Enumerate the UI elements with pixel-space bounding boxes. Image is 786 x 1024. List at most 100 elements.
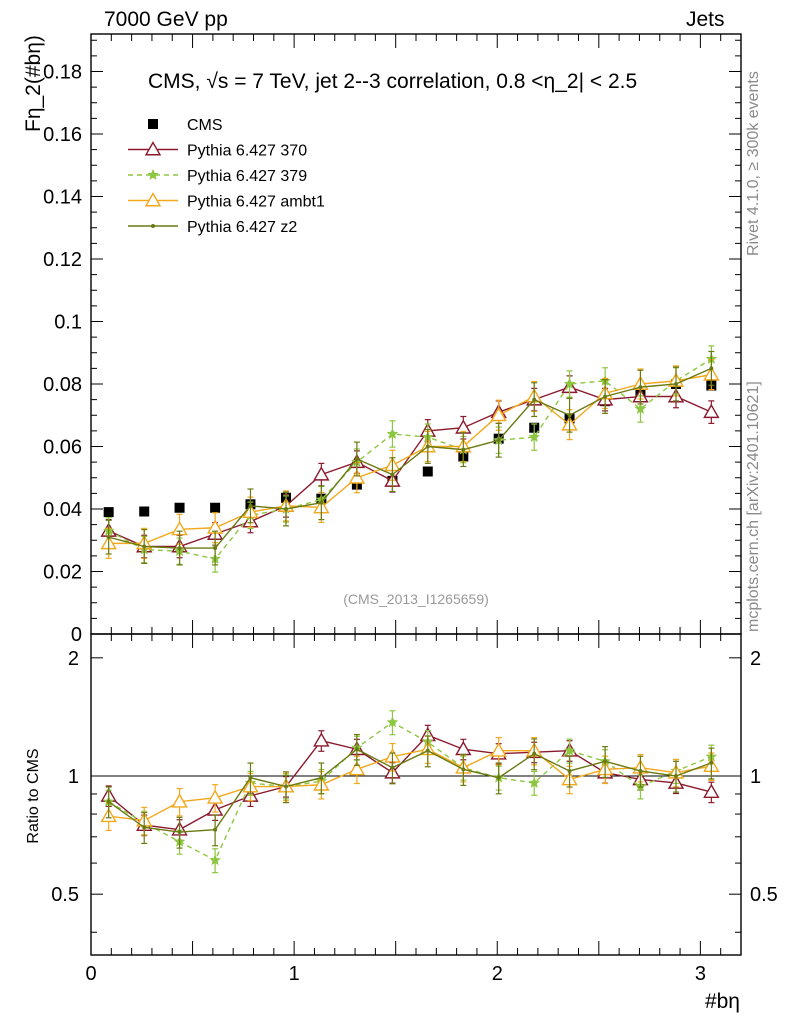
ratio-y-tick-label: 0.5: [51, 884, 79, 906]
ratio-axis-ticks: [90, 634, 742, 955]
legend-label-pythia-6-427-z2: Pythia 6.427 z2: [187, 219, 297, 236]
ratio-point-pythia-6-427-379: [563, 744, 576, 756]
ratio-point-pythia-6-427-379: [209, 854, 221, 866]
data-point-pythia-6-427-370: [703, 403, 720, 419]
data-point-pythia-6-427-z2: [390, 472, 395, 477]
data-point-pythia-6-427-z2: [425, 444, 430, 449]
data-point-pythia-6-427-z2: [354, 457, 359, 461]
ratio-y-tick-label-right: 1: [750, 766, 761, 788]
data-point-pythia-6-427-379: [563, 378, 576, 389]
data-point-cms: [103, 507, 114, 518]
data-point-pythia-6-427-z2: [213, 546, 218, 551]
ratio-point-pythia-6-427-z2: [106, 799, 111, 804]
x-axis-label: #bη: [705, 990, 740, 1013]
ratio-series-layer: [100, 710, 720, 874]
data-point-pythia-6-427-z2: [106, 535, 111, 540]
ratio-point-pythia-6-427-370: [703, 783, 720, 799]
main-y-tick-label: 0.14: [43, 187, 82, 209]
data-point-pythia-6-427-379: [386, 428, 399, 439]
data-point-pythia-6-427-z2: [142, 544, 147, 549]
main-y-tick-label: 0.1: [54, 312, 82, 334]
legend-marker-pythia-6-427-370: [144, 141, 162, 156]
ratio-point-pythia-6-427-z2: [284, 784, 288, 789]
ratio-y-tick-label-right: 2: [750, 648, 761, 670]
x-tick-label: 0: [85, 963, 96, 985]
data-point-pythia-6-427-379: [528, 431, 540, 442]
data-point-pythia-6-427-z2: [248, 503, 253, 508]
ratio-point-pythia-6-427-z2: [461, 767, 466, 772]
main-series-layer: [100, 345, 720, 573]
main-y-tick-label: 0.04: [43, 499, 82, 521]
ratio-y-tick-label: 2: [68, 648, 79, 670]
ratio-point-pythia-6-427-379: [386, 716, 399, 728]
header-process: 7000 GeV pp: [104, 8, 228, 31]
y-axis-label: Fη_2(#bη): [22, 35, 45, 132]
ratio-y-tick-label-right: 0.5: [750, 884, 778, 906]
ratio-point-pythia-6-427-z2: [532, 751, 537, 756]
ratio-point-pythia-6-427-z2: [177, 830, 182, 835]
ratio-tick-labels: 0 1 2 3 0.5 0.5 1 1 2 2: [51, 648, 778, 985]
data-point-pythia-6-427-379: [634, 403, 647, 414]
plot-title: CMS, √s = 7 TeV, jet 2--3 correlation, 0…: [148, 70, 637, 93]
ratio-point-pythia-6-427-z2: [709, 760, 714, 765]
legend-marker-pythia-6-427-z2: [151, 224, 155, 228]
legend-label-pythia-6-427-ambt1: Pythia 6.427 ambt1: [187, 194, 325, 211]
ratio-y-axis-label: Ratio to CMS: [25, 748, 42, 843]
main-y-tick-label: 0.06: [43, 437, 82, 459]
ratio-line-pythia-6-427-z2: [108, 748, 712, 833]
data-point-pythia-6-427-z2: [603, 394, 608, 399]
data-point-pythia-6-427-z2: [709, 366, 714, 371]
x-tick-label: 2: [492, 963, 503, 985]
legend-label-cms: CMS: [187, 117, 223, 134]
legend: CMS Pythia 6.427 370 Pythia 6.427 379 Pythi…: [128, 117, 325, 236]
data-point-pythia-6-427-ambt1: [348, 469, 366, 484]
main-tick-labels: 0 0.02 0.04 0.06 0.08 0.1 0.12 0.14 0.16 0.18: [43, 62, 82, 647]
ratio-point-pythia-6-427-z2: [674, 774, 678, 779]
ratio-line-pythia-6-427-370: [108, 734, 712, 831]
data-point-pythia-6-427-370: [313, 466, 330, 481]
legend-label-pythia-6-427-370: Pythia 6.427 370: [187, 143, 307, 160]
data-point-pythia-6-427-z2: [284, 507, 288, 511]
ratio-point-pythia-6-427-370: [455, 740, 472, 756]
main-y-tick-label: 0.12: [43, 249, 82, 271]
data-point-pythia-6-427-z2: [532, 397, 537, 402]
ratio-point-pythia-6-427-z2: [496, 775, 501, 780]
data-point-pythia-6-427-z2: [674, 382, 678, 386]
legend-marker-pythia-6-427-379: [147, 169, 159, 180]
ratio-point-pythia-6-427-z2: [213, 827, 218, 832]
ratio-point-pythia-6-427-370: [313, 732, 330, 747]
x-tick-label: 1: [289, 963, 300, 985]
series-line-pythia-6-427-379: [108, 358, 712, 560]
ratio-point-pythia-6-427-379: [528, 777, 540, 788]
ratio-point-pythia-6-427-z2: [319, 775, 324, 780]
ratio-point-pythia-6-427-z2: [638, 768, 643, 773]
main-y-tick-label: 0: [71, 624, 82, 646]
ratio-point-pythia-6-427-z2: [142, 825, 147, 830]
legend-marker-cms: [148, 119, 158, 129]
data-point-cms: [210, 502, 221, 513]
analysis-watermark: (CMS_2013_I1265659): [343, 591, 489, 607]
x-tick-label: 3: [695, 963, 706, 985]
series-line-pythia-6-427-ambt1: [108, 373, 712, 545]
header-category: Jets: [686, 8, 725, 31]
main-y-tick-label: 0.16: [43, 124, 82, 146]
ratio-point-pythia-6-427-ambt1: [490, 742, 507, 757]
legend-label-pythia-6-427-379: Pythia 6.427 379: [187, 168, 307, 185]
series-line-pythia-6-427-z2: [108, 367, 712, 549]
data-point-cms: [139, 506, 150, 517]
ratio-line-pythia-6-427-ambt1: [108, 748, 712, 822]
ratio-point-pythia-6-427-z2: [567, 768, 572, 773]
data-point-pythia-6-427-ambt1: [490, 406, 507, 422]
ratio-point-pythia-6-427-ambt1: [206, 789, 224, 804]
data-point-cms: [422, 466, 433, 477]
data-point-cms: [174, 502, 185, 513]
ratio-point-pythia-6-427-z2: [248, 775, 253, 780]
ratio-line-pythia-6-427-379: [108, 721, 712, 862]
ratio-point-pythia-6-427-ambt1: [348, 760, 366, 776]
ratio-point-pythia-6-427-z2: [603, 759, 608, 764]
data-point-pythia-6-427-z2: [319, 500, 324, 505]
data-point-pythia-6-427-z2: [177, 546, 182, 551]
main-axis-ticks: [90, 34, 742, 635]
data-point-pythia-6-427-z2: [638, 385, 643, 390]
